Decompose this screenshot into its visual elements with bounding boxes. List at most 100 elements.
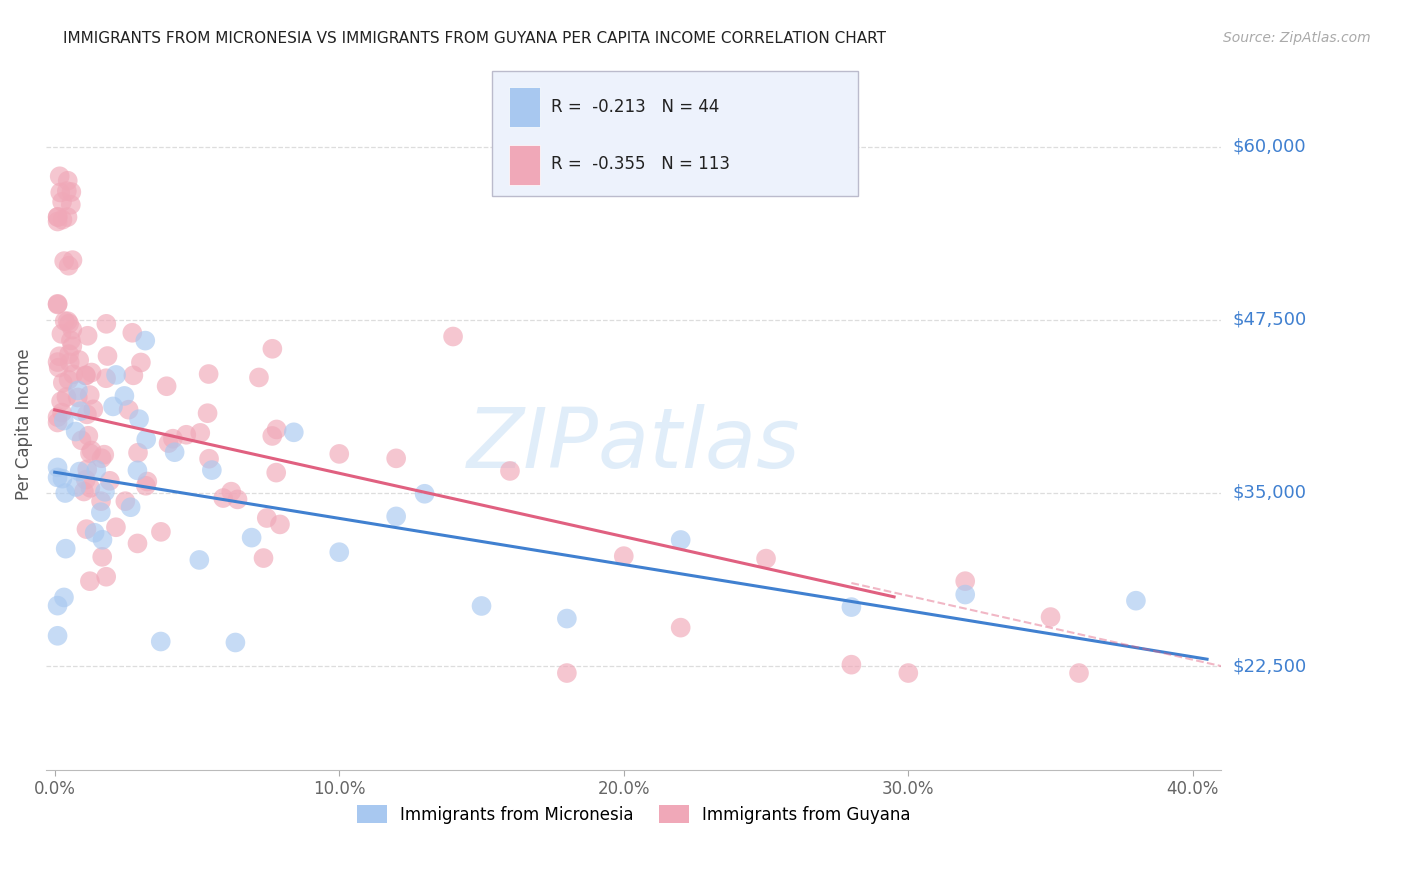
Immigrants from Micronesia [94,777,117,791]
Immigrants from Guyana [62,253,84,268]
Immigrants from Micronesia [240,531,263,545]
Immigrants from Micronesia [841,600,863,615]
Immigrants from Micronesia [51,472,73,486]
Immigrants from Guyana [555,666,578,681]
Immigrants from Guyana [75,522,97,536]
Immigrants from Guyana [59,198,82,212]
Immigrants from Guyana [269,517,291,532]
Immigrants from Guyana [129,355,152,369]
Immigrants from Micronesia [1125,593,1147,607]
Legend: Immigrants from Micronesia, Immigrants from Guyana: Immigrants from Micronesia, Immigrants f… [357,805,911,824]
Immigrants from Micronesia [55,541,77,556]
Immigrants from Micronesia [120,500,142,515]
Immigrants from Guyana [262,342,284,356]
Immigrants from Micronesia [101,400,124,414]
Immigrants from Micronesia [163,445,186,459]
Immigrants from Guyana [262,429,284,443]
Immigrants from Guyana [70,434,93,448]
Immigrants from Guyana [46,410,69,425]
Immigrants from Guyana [48,169,70,184]
Immigrants from Micronesia [555,611,578,625]
Immigrants from Guyana [75,368,97,383]
Immigrants from Guyana [104,520,127,534]
Immigrants from Micronesia [46,599,69,613]
Immigrants from Guyana [127,446,149,460]
Immigrants from Guyana [247,370,270,384]
Immigrants from Micronesia [134,334,156,348]
Immigrants from Guyana [264,466,287,480]
Immigrants from Micronesia [149,634,172,648]
Immigrants from Guyana [66,391,89,405]
Immigrants from Guyana [67,353,90,368]
Immigrants from Guyana [149,524,172,539]
Immigrants from Guyana [46,210,69,224]
Immigrants from Guyana [136,475,159,489]
Immigrants from Micronesia [135,433,157,447]
Immigrants from Micronesia [188,553,211,567]
Immigrants from Guyana [135,479,157,493]
Immigrants from Guyana [156,379,179,393]
Immigrants from Guyana [98,474,121,488]
Immigrants from Guyana [613,549,636,563]
Immigrants from Guyana [58,373,80,387]
Immigrants from Guyana [122,368,145,383]
Immigrants from Micronesia [105,368,128,382]
Text: R =  -0.213   N = 44: R = -0.213 N = 44 [551,98,720,116]
Immigrants from Guyana [897,666,920,681]
Immigrants from Micronesia [413,487,436,501]
Immigrants from Guyana [256,511,278,525]
Immigrants from Guyana [56,174,79,188]
Immigrants from Micronesia [65,425,87,439]
Immigrants from Guyana [58,259,80,273]
Immigrants from Guyana [96,349,118,363]
Immigrants from Guyana [755,551,778,566]
Immigrants from Guyana [51,212,73,227]
Immigrants from Guyana [499,464,522,478]
Immigrants from Micronesia [91,533,114,547]
Immigrants from Guyana [162,432,184,446]
Immigrants from Micronesia [52,414,75,428]
Immigrants from Guyana [59,355,82,369]
Immigrants from Guyana [79,446,101,460]
Immigrants from Guyana [91,549,114,564]
Immigrants from Guyana [328,447,350,461]
Immigrants from Guyana [252,551,274,566]
Immigrants from Micronesia [470,599,492,613]
Immigrants from Guyana [58,347,80,361]
Immigrants from Guyana [62,368,84,382]
Immigrants from Micronesia [69,404,91,418]
Immigrants from Micronesia [69,465,91,479]
Immigrants from Guyana [55,390,77,404]
Immigrants from Micronesia [46,470,69,484]
Immigrants from Micronesia [83,525,105,540]
Y-axis label: Per Capita Income: Per Capita Income [15,348,32,500]
Immigrants from Guyana [96,570,118,584]
Immigrants from Micronesia [127,463,149,477]
Immigrants from Guyana [441,329,464,343]
Immigrants from Guyana [79,388,101,402]
Immigrants from Guyana [52,376,75,390]
Immigrants from Micronesia [669,533,692,547]
Immigrants from Guyana [90,451,112,466]
Immigrants from Micronesia [46,460,69,475]
Immigrants from Guyana [59,334,82,348]
Immigrants from Micronesia [283,425,305,440]
Immigrants from Guyana [46,210,69,224]
Immigrants from Guyana [53,254,76,268]
Immigrants from Guyana [226,492,249,507]
Immigrants from Micronesia [46,629,69,643]
Immigrants from Micronesia [328,545,350,559]
Immigrants from Guyana [76,462,98,476]
Immigrants from Guyana [669,621,692,635]
Immigrants from Guyana [77,429,100,443]
Immigrants from Guyana [80,366,103,380]
Immigrants from Micronesia [953,588,976,602]
Immigrants from Micronesia [224,635,246,649]
Immigrants from Micronesia [94,484,117,499]
Immigrants from Micronesia [128,412,150,426]
Immigrants from Guyana [841,657,863,672]
Immigrants from Micronesia [90,505,112,519]
Immigrants from Guyana [46,355,69,369]
Immigrants from Guyana [60,339,83,353]
Immigrants from Guyana [56,314,79,328]
